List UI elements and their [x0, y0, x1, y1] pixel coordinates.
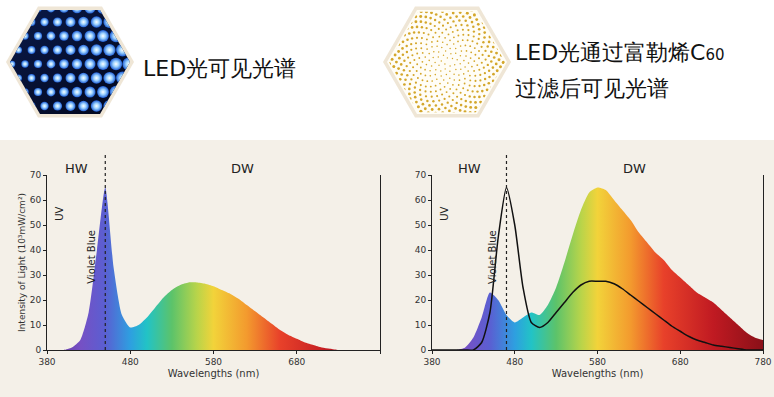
svg-text:30: 30 — [30, 270, 42, 280]
svg-text:40: 40 — [30, 245, 42, 255]
svg-text:60: 60 — [415, 195, 427, 205]
svg-text:380: 380 — [423, 357, 440, 367]
svg-text:0: 0 — [35, 345, 41, 355]
svg-text:480: 480 — [122, 357, 139, 367]
svg-text:HW: HW — [458, 161, 481, 176]
html-text:LED光通过富勒烯C60: LED光通过富勒烯C60 — [515, 40, 725, 65]
svg-text:UV: UV — [54, 206, 65, 220]
svg-text:680: 680 — [672, 357, 689, 367]
svg-text:30: 30 — [415, 270, 427, 280]
svg-text:Violet Blue: Violet Blue — [487, 230, 498, 284]
svg-text:70: 70 — [415, 170, 427, 180]
svg-text:HW: HW — [65, 161, 88, 176]
svg-text:480: 480 — [506, 357, 523, 367]
svg-text:380: 380 — [38, 357, 55, 367]
svg-text:0: 0 — [420, 345, 426, 355]
svg-text:780: 780 — [754, 357, 771, 367]
svg-text:60: 60 — [30, 195, 42, 205]
svg-text:50: 50 — [30, 220, 42, 230]
svg-text:Violet Blue: Violet Blue — [86, 230, 97, 284]
svg-text:20: 20 — [30, 295, 42, 305]
svg-text:Intensity of Light (10³mW/cm²): Intensity of Light (10³mW/cm²) — [17, 193, 27, 332]
svg-text:580: 580 — [589, 357, 606, 367]
svg-text:20: 20 — [415, 295, 427, 305]
svg-text:Wavelengths (nm): Wavelengths (nm) — [168, 368, 260, 379]
svg-text:680: 680 — [288, 357, 305, 367]
html-text:过滤后可见光谱: 过滤后可见光谱 — [515, 76, 669, 101]
svg-text:UV: UV — [439, 206, 450, 220]
svg-text:40: 40 — [415, 245, 427, 255]
svg-text:10: 10 — [415, 320, 427, 330]
svg-text:DW: DW — [231, 161, 254, 176]
svg-text:10: 10 — [30, 320, 42, 330]
svg-text:Wavelengths (nm): Wavelengths (nm) — [552, 368, 644, 379]
svg-text:580: 580 — [205, 357, 222, 367]
svg-text:DW: DW — [623, 161, 646, 176]
svg-text:50: 50 — [415, 220, 427, 230]
svg-text:70: 70 — [30, 170, 42, 180]
html-text:LED光可见光谱: LED光可见光谱 — [143, 56, 297, 81]
